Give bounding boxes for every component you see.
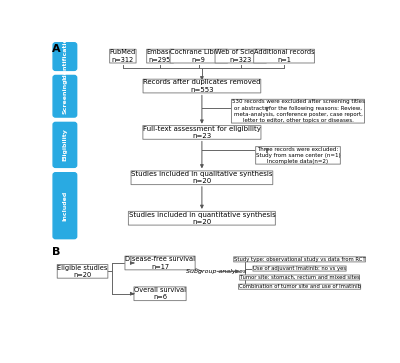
Text: Identification: Identification <box>62 33 67 80</box>
Text: B: B <box>52 247 60 257</box>
Text: Cochrane Library
n=9: Cochrane Library n=9 <box>170 49 228 63</box>
Text: Eligibility: Eligibility <box>62 129 67 161</box>
Text: Embase
n=295: Embase n=295 <box>147 49 173 63</box>
Text: Studies included in qualitative synthesis
n=20: Studies included in qualitative synthesi… <box>131 171 273 184</box>
Text: A: A <box>52 44 60 54</box>
FancyBboxPatch shape <box>53 122 77 167</box>
Text: Three records were excluded:
Study from same center (n=1)
Incomplete data(n=2): Three records were excluded: Study from … <box>256 147 340 164</box>
FancyBboxPatch shape <box>53 43 77 70</box>
Text: Use of adjuvant Imatinib: no vs yes: Use of adjuvant Imatinib: no vs yes <box>253 266 346 271</box>
Text: 530 records were excluded after screening titles
or abstracts for the following : 530 records were excluded after screenin… <box>232 99 364 123</box>
Text: PubMed
n=312: PubMed n=312 <box>110 49 136 63</box>
Text: Subgroup analyses: Subgroup analyses <box>186 269 246 274</box>
Text: Screening: Screening <box>62 78 67 114</box>
Text: Disease-free survival
n=17: Disease-free survival n=17 <box>125 256 195 270</box>
Text: Additional records
n=1: Additional records n=1 <box>254 49 314 63</box>
Text: Combination of tumor site and use of Imatinib: Combination of tumor site and use of Ima… <box>238 284 360 289</box>
Text: Records after duplicates removed
n=553: Records after duplicates removed n=553 <box>143 79 261 93</box>
Text: Included: Included <box>62 191 67 221</box>
Text: Study type: observational study vs data from RCT: Study type: observational study vs data … <box>234 257 365 262</box>
Text: Eligible studies
n=20: Eligible studies n=20 <box>57 265 108 278</box>
Text: Web of Science
n=323: Web of Science n=323 <box>215 49 266 63</box>
FancyBboxPatch shape <box>53 173 77 238</box>
FancyBboxPatch shape <box>53 76 77 117</box>
Text: Tumor site: stomach, rectum and mixed sites: Tumor site: stomach, rectum and mixed si… <box>240 275 360 280</box>
Text: Full-text assessment for eligibility
n=23: Full-text assessment for eligibility n=2… <box>143 126 261 139</box>
Text: Studies included in quantitative synthesis
n=20: Studies included in quantitative synthes… <box>128 212 275 225</box>
Text: Overall survival
n=6: Overall survival n=6 <box>134 287 186 301</box>
